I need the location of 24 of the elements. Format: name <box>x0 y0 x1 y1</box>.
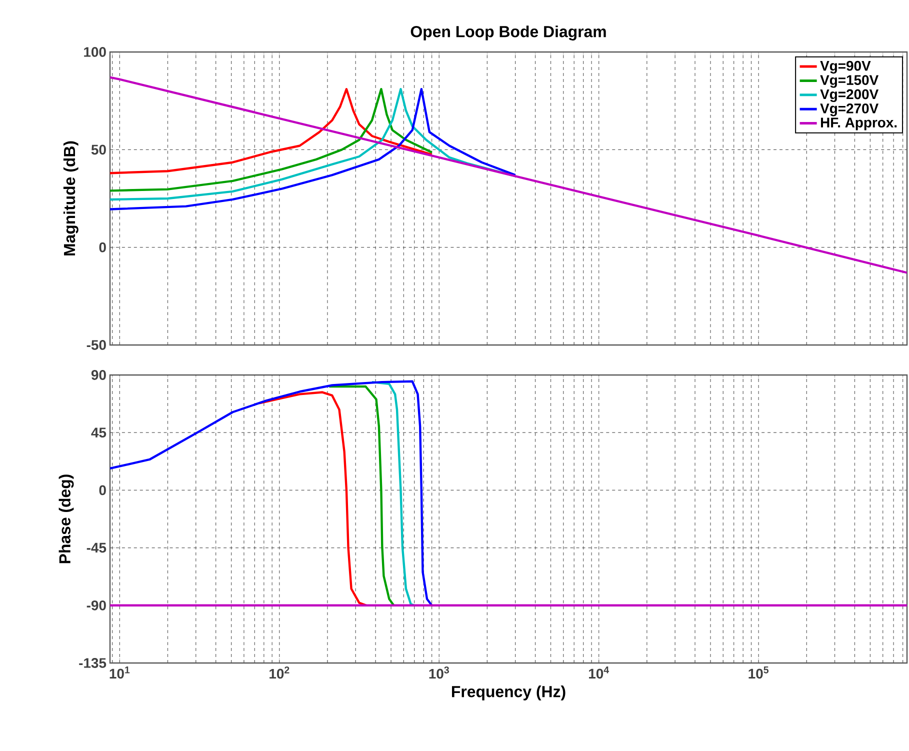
y-tick-label: -135 <box>79 658 106 668</box>
legend-label: HF. Approx. <box>820 118 897 130</box>
y-axis-title: Magnitude (dB) <box>63 141 78 256</box>
chart-title: Open Loop Bode Diagram <box>410 26 606 40</box>
y-tick-label: 0 <box>99 242 106 252</box>
y-axis-title: Phase (deg) <box>58 474 74 564</box>
x-tick-label: 10$^{3}$ <box>429 666 449 679</box>
y-tick-label: 50 <box>91 144 106 155</box>
y-tick-label: -50 <box>86 340 106 350</box>
x-tick-label: 10$^{5}$ <box>748 666 769 679</box>
y-tick-label: 100 <box>84 47 106 57</box>
legend-label: Vg=270V <box>820 104 879 116</box>
legend-label: Vg=150V <box>820 75 879 88</box>
y-tick-label: 45 <box>91 428 106 438</box>
x-tick-label: 10$^{4}$ <box>588 666 610 679</box>
y-tick-label: 0 <box>99 485 106 496</box>
y-tick-label: -90 <box>86 600 106 610</box>
x-tick-label: 10$^{2}$ <box>270 666 290 679</box>
x-tick-label: 10$^{1}$ <box>110 666 130 679</box>
y-tick-label: 90 <box>91 370 106 380</box>
legend-label: Vg=200V <box>820 89 879 102</box>
y-tick-label: -45 <box>86 542 106 553</box>
legend-label: Vg=90V <box>820 60 871 74</box>
x-axis-title: Frequency (Hz) <box>452 686 566 700</box>
